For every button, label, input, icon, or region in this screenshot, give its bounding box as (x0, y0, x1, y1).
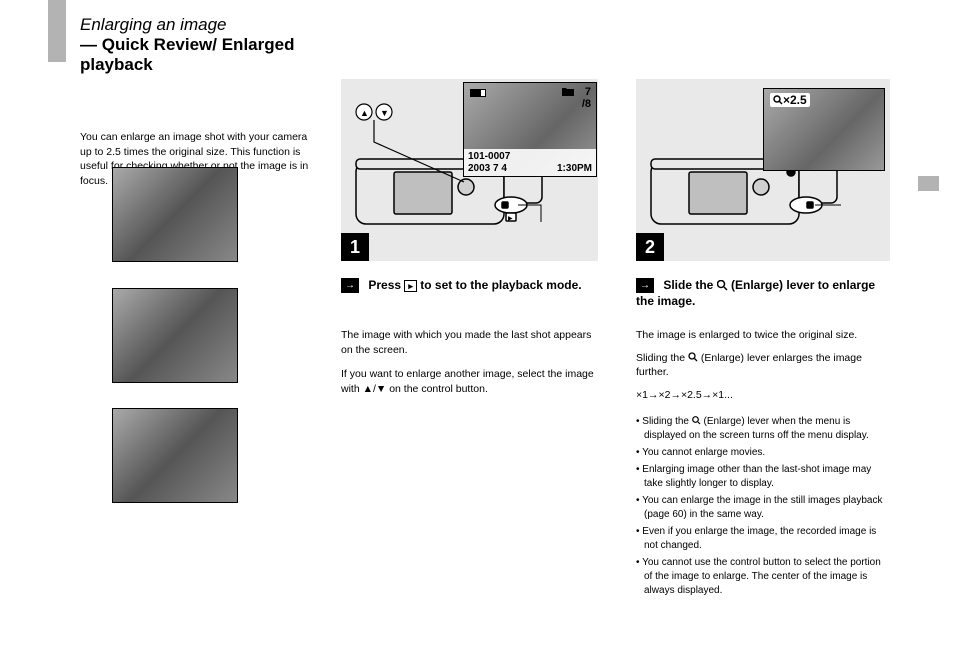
svg-text:▼: ▼ (380, 108, 389, 118)
step1-inst-pre: Press (368, 278, 404, 292)
title-strong: — Quick Review/ Enlarged playback (80, 35, 294, 74)
step-2-instruction: → Slide the (Enlarge) lever to enlarge t… (636, 278, 890, 309)
note-4: You can enlarge the image in the still i… (636, 494, 890, 522)
zoom-sequence: ×1→×2→×2.5→×1... (636, 388, 890, 403)
lcd-screen-2: ×2.5 (763, 88, 885, 171)
step-2-panel: ×2.5 2 (636, 79, 890, 261)
magnify-icon (717, 280, 728, 291)
right-edge-tab (918, 176, 939, 191)
step-1-instruction: → Press ▸ to set to the playback mode. (341, 278, 598, 294)
lcd-info-bar: 101-0007 2003 7 4 1:30PM (464, 149, 596, 176)
title-emphasis: Enlarging an image (80, 15, 226, 34)
svg-text:▶: ▶ (508, 216, 513, 222)
note-3: Enlarging image other than the last-shot… (636, 463, 890, 491)
step-number-1: 1 (341, 233, 369, 261)
lcd-frame-number: 7 (585, 86, 591, 98)
note-5: Even if you enlarge the image, the recor… (636, 525, 890, 553)
sample-image-2 (112, 288, 238, 383)
arrow-icon: → (341, 278, 359, 293)
step1-sub-intro: The image with which you made the last s… (341, 328, 598, 357)
left-edge-tab (48, 0, 66, 62)
battery-icon (470, 89, 486, 97)
magnify-icon (692, 416, 701, 425)
note-2: You cannot enlarge movies. (636, 446, 890, 460)
zoom-indicator: ×2.5 (770, 93, 810, 107)
lcd-date: 2003 7 4 (468, 163, 507, 175)
notes-list: Sliding the (Enlarge) lever when the men… (636, 415, 890, 598)
lcd-screen-1: 7 /8 101-0007 2003 7 4 1:30PM (463, 82, 597, 177)
lcd-time: 1:30PM (557, 163, 592, 175)
sample-image-1 (112, 167, 238, 262)
folder-icon (562, 87, 574, 99)
lcd-folder-file: 101-0007 (468, 151, 592, 163)
step-1-detail: The image with which you made the last s… (341, 328, 598, 397)
step1-inst-post: to set to the playback mode. (420, 278, 581, 292)
play-icon: ▸ (404, 280, 417, 292)
step-number-2: 2 (636, 233, 664, 261)
page-title: Enlarging an image — Quick Review/ Enlar… (80, 15, 300, 75)
step-2-detail: The image is enlarged to twice the origi… (636, 328, 890, 601)
step1-sub-lead: If you want to enlarge another image, se… (341, 367, 598, 396)
svg-text:▲: ▲ (360, 108, 369, 118)
magnify-icon (688, 352, 698, 362)
note-6: You cannot use the control button to sel… (636, 556, 890, 598)
step2-sub-intro: The image is enlarged to twice the origi… (636, 328, 890, 343)
sample-image-3 (112, 408, 238, 503)
arrow-icon: → (636, 278, 654, 293)
step-1-panel: ▶ ▲ ▼ 7 /8 101-0007 2003 7 4 1:30PM 1 (341, 79, 598, 261)
lcd-frame-total: /8 (582, 98, 591, 110)
